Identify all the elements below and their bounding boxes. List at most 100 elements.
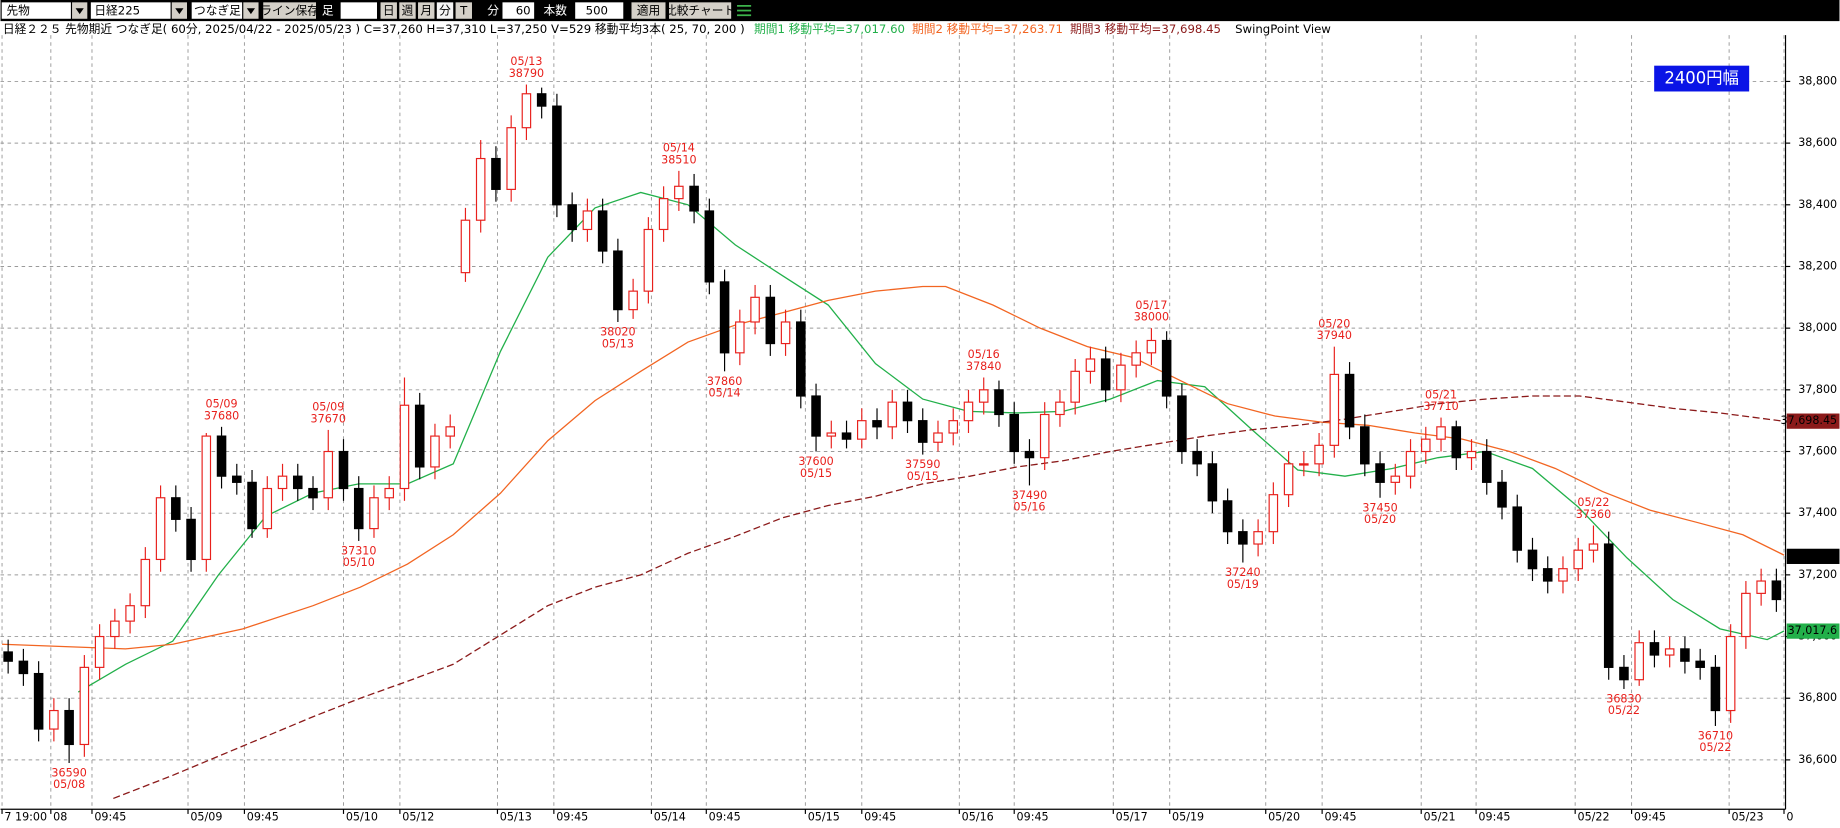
swing-date: 05/10 <box>343 556 375 569</box>
count-input-text: 500 <box>586 4 608 18</box>
swing-price: 37670 <box>311 412 346 425</box>
candle-body <box>1146 339 1157 354</box>
legend-entry: 期間3 移動平均=37,698.45 <box>1070 22 1221 36</box>
candle-body <box>125 605 135 622</box>
swing-date: 05/13 <box>510 55 542 68</box>
swing-price: 37310 <box>341 544 376 557</box>
x-tick-label: 09:45 <box>1017 810 1049 823</box>
line-save-button[interactable] <box>263 2 317 19</box>
minute-button[interactable] <box>436 2 454 19</box>
x-tick-label: 05/13 <box>500 810 532 823</box>
minute-input[interactable] <box>502 2 535 19</box>
candle-body <box>1588 543 1599 551</box>
legend: 期間1 移動平均=37,017.60 期間2 移動平均=37,263.71 期間3 … <box>754 22 1331 36</box>
swing-price: 37710 <box>1423 400 1458 413</box>
week-button[interactable] <box>399 2 416 19</box>
candle-body <box>338 450 349 490</box>
candle-body <box>1192 450 1202 465</box>
candle-body <box>841 432 852 440</box>
swing-price: 37600 <box>798 455 833 468</box>
toolbar: 先物 日経225 つなぎ足 ライン保存 足 日 週 月 分 T 分 60 本数 … <box>0 0 1840 22</box>
market-select[interactable] <box>1 2 71 19</box>
month-text: 月 <box>420 4 432 18</box>
x-tick-label: 05/21 <box>1424 810 1456 823</box>
candle-body <box>1436 426 1446 440</box>
minute-label: 分 <box>487 4 499 18</box>
x-tick-label: 09:45 <box>247 810 279 823</box>
price-tag-label: 37,698.45 <box>1781 414 1838 427</box>
x-tick-label: 09:45 <box>709 810 741 823</box>
candle-body <box>1238 531 1248 545</box>
swing-date: 05/22 <box>1699 741 1731 754</box>
candle-body <box>1405 450 1416 477</box>
candle-body <box>1421 438 1431 453</box>
swing-price: 37590 <box>905 458 940 471</box>
candle-body <box>1634 642 1644 681</box>
apply-button[interactable] <box>631 2 666 19</box>
swing-date: 05/19 <box>1227 578 1259 591</box>
candle-body <box>3 651 13 662</box>
candle-body <box>872 420 882 428</box>
candle-body <box>643 228 654 292</box>
tick-text: T <box>459 4 468 18</box>
x-tick-label: 09:45 <box>1324 810 1356 823</box>
swing-date: 05/21 <box>1425 388 1457 401</box>
swing-date: 05/22 <box>1608 704 1640 717</box>
swing-date: 05/22 <box>1577 496 1609 509</box>
swing-date: 05/20 <box>1364 513 1396 526</box>
candle-body <box>79 666 90 746</box>
candle-body <box>1207 463 1218 502</box>
candle-body <box>1573 549 1583 570</box>
month-button[interactable] <box>418 2 435 19</box>
day-button[interactable] <box>380 2 397 19</box>
candle-body <box>1268 494 1279 533</box>
compare-button[interactable] <box>669 2 732 19</box>
swing-price: 37490 <box>1012 489 1047 502</box>
x-tick-label: 05/23 <box>1731 810 1763 823</box>
legend-entry: 期間2 移動平均=37,263.71 <box>912 22 1063 36</box>
candle-body <box>1756 580 1766 594</box>
y-tick-label: 36,600 <box>1798 753 1837 766</box>
symbol-select[interactable] <box>90 2 171 19</box>
candle-body <box>887 401 898 428</box>
candle-body <box>323 450 334 499</box>
chart-icon[interactable] <box>737 4 752 17</box>
candle-body <box>1451 426 1462 459</box>
y-tick-label: 37,800 <box>1798 383 1837 396</box>
candle-body <box>308 487 318 499</box>
candle-body <box>1603 543 1614 668</box>
candle-body <box>902 401 913 422</box>
candle-body <box>1695 660 1705 668</box>
swing-price: 36830 <box>1606 693 1641 706</box>
candle-body <box>49 709 59 730</box>
market-select-text: 先物 <box>6 4 30 18</box>
axes: 36,60036,80037,00037,20037,40037,60037,8… <box>0 35 1840 828</box>
candle-body <box>796 321 806 397</box>
candle-body <box>216 435 227 477</box>
candle-body <box>1741 592 1751 638</box>
candle-body <box>262 487 273 530</box>
bar-label: 足 <box>322 4 334 18</box>
series-select[interactable] <box>191 2 243 19</box>
x-tick-label: 09:45 <box>556 810 588 823</box>
candle-body <box>719 281 730 354</box>
price-tag <box>1786 548 1840 564</box>
apply-text: 適用 <box>637 4 660 18</box>
candle-body <box>1283 463 1294 496</box>
annotation-text: 2400円幅 <box>1664 69 1739 88</box>
bar-input[interactable] <box>340 2 377 19</box>
moving-averages <box>2 191 1785 800</box>
price-tag-label: 37,017.6 <box>1788 624 1838 637</box>
candle-body <box>765 296 776 345</box>
tick-button[interactable] <box>455 2 472 19</box>
candle-body <box>1177 395 1187 453</box>
swing-date: 05/15 <box>907 470 939 483</box>
swing-date: 05/08 <box>53 778 85 791</box>
candle-body <box>201 435 212 561</box>
candle-body <box>1314 444 1324 465</box>
swing-labels: 3659005/0805/093768005/09376703731005/10… <box>51 55 1733 791</box>
x-tick-label: 05/09 <box>190 810 222 823</box>
count-input[interactable] <box>575 2 624 19</box>
